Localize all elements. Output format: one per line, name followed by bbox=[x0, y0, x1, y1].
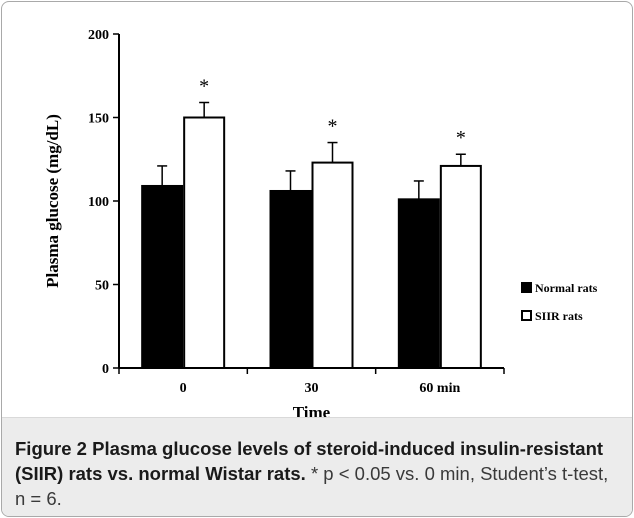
y-tick-label: 100 bbox=[88, 195, 109, 210]
x-tick-label: 0 bbox=[180, 381, 187, 396]
figure-label: Figure 2 bbox=[15, 438, 87, 459]
legend-label: SIIR rats bbox=[535, 309, 583, 323]
bar-normal-rats bbox=[397, 198, 440, 369]
y-tick-label: 0 bbox=[102, 362, 109, 377]
bar-normal-rats bbox=[269, 189, 312, 369]
figure-caption: Figure 2 Plasma glucose levels of steroi… bbox=[15, 436, 615, 511]
legend-swatch bbox=[521, 282, 532, 293]
bar-chart: 0 50 100 150 200 * 0 * 30 * 60 min Time Plasma gluco… bbox=[43, 28, 598, 420]
chart-legend: Normal rats SIIR rats bbox=[521, 281, 598, 323]
chart-labels: 0 50 100 150 200 * 0 * 30 * 60 min Time Plasma gluco… bbox=[43, 28, 466, 420]
figure-title: Plasma glucose levels of steroid-induced… bbox=[15, 438, 604, 484]
x-tick-label: 30 bbox=[305, 381, 319, 396]
bar-siir-rats bbox=[183, 116, 226, 369]
y-axis-title: Plasma glucose (mg/dL) bbox=[43, 114, 62, 288]
legend-swatch bbox=[521, 310, 532, 321]
bar-normal-rats bbox=[141, 184, 184, 369]
chart-bars bbox=[141, 101, 482, 369]
bar-siir-rats bbox=[311, 161, 354, 369]
significance-mark: * bbox=[328, 116, 338, 138]
x-axis-title: Time bbox=[293, 403, 331, 420]
x-tick-label: 60 min bbox=[419, 381, 460, 396]
significance-mark: * bbox=[456, 127, 466, 149]
bar-siir-rats bbox=[439, 164, 482, 369]
significance-mark: * bbox=[199, 75, 209, 97]
y-tick-label: 50 bbox=[95, 279, 109, 294]
legend-label: Normal rats bbox=[535, 281, 598, 295]
y-tick-label: 200 bbox=[88, 28, 109, 43]
y-tick-label: 150 bbox=[88, 112, 109, 127]
caption-background bbox=[2, 417, 632, 516]
figure-note: * p < 0.05 vs. 0 min, Student’s t-test, … bbox=[15, 463, 609, 509]
